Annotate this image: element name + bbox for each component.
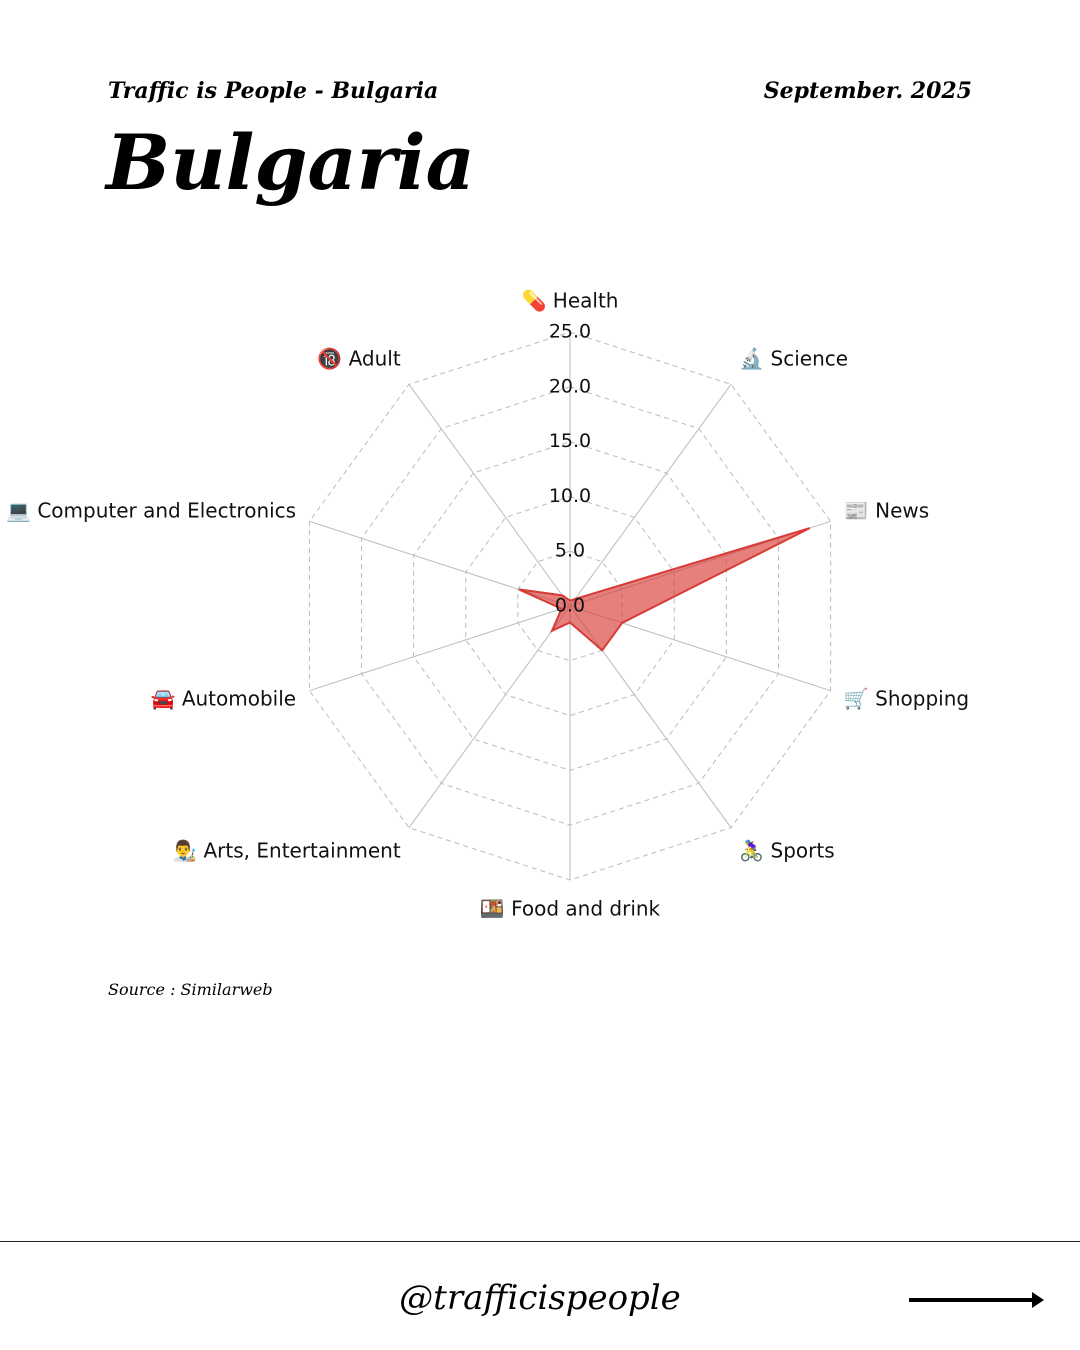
date: September. 2025 [763,78,972,104]
spoke [408,384,571,607]
subtitle: Traffic is People - Bulgaria [108,78,439,104]
category-label: 🚴‍♀️ Sports [739,838,834,862]
r-tick-label: 25.0 [549,321,591,343]
title: Bulgaria [106,118,475,207]
r-tick-label: 15.0 [549,430,591,452]
category-label: 💻 Computer and Electronics [6,499,296,523]
spoke [309,605,571,692]
r-tick-label: 20.0 [549,375,591,397]
divider [0,1241,1080,1242]
category-label: 🔬 Science [739,347,848,371]
category-label: 🔞 Adult [317,347,401,371]
grid-ring [517,550,623,662]
radar-area [518,527,811,652]
chart: 0.0 5.0 10.0 15.0 20.0 25.0 💊 Health 🔬 Science 📰… [6,289,969,921]
category-label: 🚘 Automobile [151,686,297,710]
handle: @trafficispeople [399,1278,681,1318]
category-label: 📰 News [844,499,929,523]
source: Source : Similarweb [108,980,273,999]
arrow [909,1292,1044,1308]
spoke [569,384,732,607]
category-label: 👨‍🎨 Arts, Entertainment [172,838,401,862]
r-tick-label: 10.0 [549,485,591,507]
category-label: 🛒 Shopping [844,686,969,710]
category-label: 🍱 Food and drink [480,897,661,921]
grid-ring [465,495,675,717]
r-tick-label: 5.0 [555,540,585,562]
category-label: 💊 Health [522,289,619,313]
r-tick-label: 0.0 [555,595,585,617]
spoke [408,605,571,828]
